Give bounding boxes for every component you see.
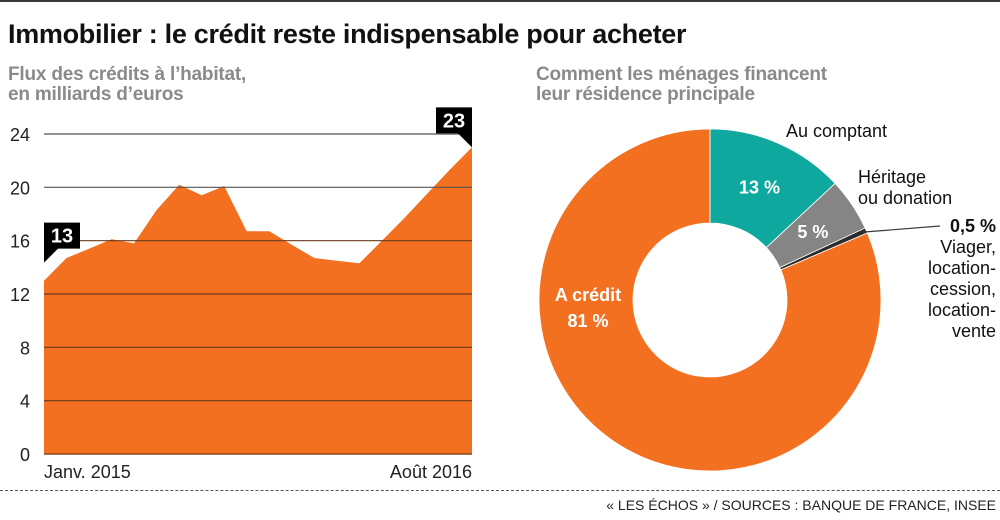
slice-label-heritage-value: 5 % — [797, 222, 828, 242]
slice-label-credit-name: A crédit — [555, 285, 621, 305]
y-tick-label: 0 — [20, 445, 30, 465]
top-rule — [0, 0, 1000, 2]
flag-shape — [44, 222, 80, 263]
legend-label-viager-line-4: location- — [928, 300, 996, 320]
legend-label-viager-line-3: cession, — [930, 279, 996, 299]
legend-label-viager-line-1: Viager, — [940, 237, 996, 257]
y-axis-ticks: 0 4 8 12 16 20 24 — [10, 125, 30, 465]
legend-label-viager-value: 0,5 % — [950, 216, 996, 236]
page-title: Immobilier : le crédit reste indispensab… — [8, 19, 687, 49]
donut-chart-title-line-2: leur résidence principale — [536, 84, 755, 105]
annotations: 13 23 — [44, 107, 472, 263]
donut-chart-title-line-1: Comment les ménages financent — [536, 64, 827, 85]
donut-chart-title: Comment les ménages financent leur résid… — [536, 65, 827, 105]
slice-label-comptant-value: 13 % — [739, 177, 780, 197]
flag-shape — [436, 107, 472, 148]
donut-slices — [538, 128, 882, 472]
area-series — [44, 147, 472, 455]
y-tick-label: 4 — [20, 392, 30, 412]
legend-label-viager-line-2: location- — [928, 258, 996, 278]
y-tick-label: 24 — [10, 125, 30, 145]
y-tick-label: 16 — [10, 232, 30, 252]
legend-label-au-comptant: Au comptant — [786, 121, 887, 141]
area-chart-title: Flux des crédits à l’habitat, en milliar… — [8, 65, 246, 105]
source-credit: « LES ÉCHOS » / SOURCES : BANQUE DE FRAN… — [606, 497, 996, 513]
x-tick-label-end: Août 2016 — [390, 462, 472, 482]
y-tick-label: 8 — [20, 338, 30, 358]
slice-label-credit-value: 81 % — [567, 311, 608, 331]
legend-label-heritage-line-1: Héritage — [858, 167, 926, 187]
value-flag: 13 — [44, 222, 80, 263]
area-chart-title-line-1: Flux des crédits à l’habitat, — [8, 64, 247, 85]
footer-divider — [0, 490, 1000, 491]
legend-label-heritage-line-2: ou donation — [858, 188, 952, 208]
area-chart: 0 4 8 12 16 20 24 13 23 Janv. 2015 Août 2016 — [10, 107, 472, 482]
legend-label-viager-line-5: vente — [952, 321, 996, 341]
value-flag: 23 — [436, 107, 472, 148]
y-tick-label: 20 — [10, 178, 30, 198]
flag-label: 23 — [443, 110, 465, 132]
flag-label: 13 — [51, 226, 73, 248]
x-tick-label-start: Janv. 2015 — [44, 462, 131, 482]
area-chart-title-line-2: en milliards d’euros — [8, 84, 184, 105]
donut-chart: A crédit 81 % 13 % 5 % Au comptant Hérit… — [538, 121, 996, 472]
y-tick-label: 12 — [10, 285, 30, 305]
donut-slice-a-cr-dit — [538, 128, 882, 472]
viager-leader-line — [862, 225, 941, 233]
gridlines — [44, 133, 472, 455]
